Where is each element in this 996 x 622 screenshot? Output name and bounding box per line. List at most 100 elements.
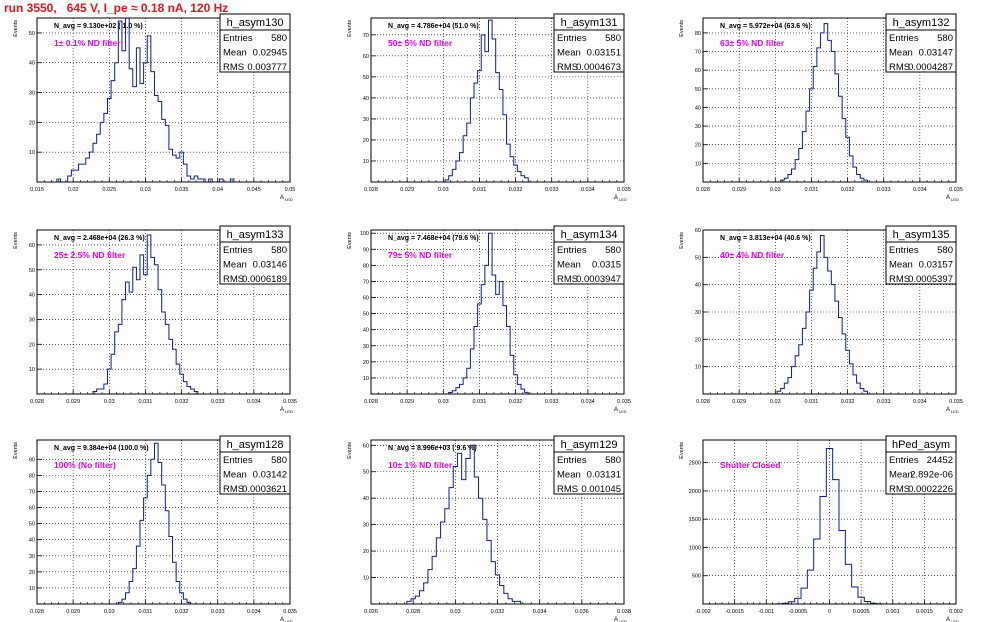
histogram-line — [56, 17, 235, 183]
plot-frame — [370, 229, 625, 395]
stats-value-rms: 0.0003947 — [576, 274, 621, 285]
stats-label-mean: Mean — [223, 48, 247, 59]
filter-annotation: 100% (No filter) — [54, 460, 116, 470]
histogram-name: h_asym133 — [227, 229, 284, 241]
plot-frame — [702, 17, 957, 183]
y-tick-label: 20 — [29, 570, 35, 576]
x-axis-title: A — [614, 617, 618, 622]
histogram-name: hPed_asym — [892, 439, 950, 451]
y-tick-label: 20 — [363, 138, 369, 144]
navg-label: N_avg = 8.996e+03 ( 9.6 %) — [388, 445, 477, 452]
stats-label-entries: Entries — [223, 455, 253, 466]
y-tick-label: 60 — [695, 68, 701, 74]
x-tick-label: 0.03 — [438, 187, 449, 193]
y-tick-label: 10 — [363, 576, 369, 582]
y-tick-label: 40 — [363, 496, 369, 502]
stats-box: h_asym135 Entries 580 Mean 0.03157 RMS0.00053… — [885, 225, 957, 285]
stats-box: h_asym129 Entries 580 Mean 0.03131 RMS 0.00104… — [553, 435, 625, 495]
y-tick-label: 20 — [363, 360, 369, 366]
stats-box-frame — [885, 225, 957, 285]
y-tick-label: 2000 — [689, 489, 701, 495]
plot-frame — [370, 17, 625, 183]
y-tick-label: 60 — [29, 243, 35, 249]
x-tick-label: 0.028 — [364, 187, 378, 193]
stats-value-rms: 0.001045 — [581, 484, 621, 495]
stats-value-rms: 0.0002226 — [908, 484, 953, 495]
x-axis-subscript: LED — [619, 619, 627, 622]
x-tick-label: 0.029 — [66, 609, 80, 615]
x-tick-label: 0.032 — [509, 187, 523, 193]
stats-label-mean: Mean — [889, 260, 913, 271]
stats-label-rms: RMS — [889, 62, 910, 73]
x-tick-label: 0.036 — [575, 609, 589, 615]
plot-frame — [36, 439, 291, 605]
stats-label-entries: Entries — [557, 245, 587, 256]
histogram-panel-h_asym132: 0.028 0.029 0.03 0.031 0.032 0.033 0.034 0.035 1… — [679, 13, 963, 202]
stats-box-frame — [553, 435, 625, 495]
x-tick-label: 0.034 — [581, 399, 595, 405]
filter-annotation: 50± 5% ND filter — [388, 38, 453, 48]
y-axis-title: Events — [347, 20, 353, 37]
stats-value-mean: 0.03151 — [587, 48, 621, 59]
y-tick-label: 2500 — [689, 461, 701, 467]
x-tick-label: 0.034 — [913, 399, 927, 405]
x-tick-label: -0.0015 — [725, 609, 744, 615]
histogram-line — [444, 19, 529, 182]
x-tick-label: 0.035 — [617, 187, 631, 193]
y-tick-label: 20 — [29, 342, 35, 348]
x-tick-label: 0.034 — [913, 187, 927, 193]
stats-value-mean: 0.03142 — [253, 470, 287, 481]
y-tick-label: 40 — [363, 328, 369, 334]
x-tick-label: 0.034 — [247, 399, 261, 405]
x-tick-label: 0.031 — [473, 399, 487, 405]
x-axis-subscript: LED — [285, 619, 293, 622]
x-tick-label: 0.033 — [211, 399, 225, 405]
y-tick-label: 90 — [363, 247, 369, 253]
x-tick-label: 0.032 — [841, 399, 855, 405]
histogram-panel-h_asym133: 0.028 0.029 0.03 0.031 0.032 0.033 0.034 0.035 1… — [13, 225, 297, 414]
y-tick-label: 100 — [360, 231, 369, 237]
x-tick-label: 0.015 — [30, 187, 44, 193]
stats-label-rms: RMS — [557, 484, 578, 495]
histogram-panel-hPed_asym: -0.002 -0.0015 -0.001 -0.0005 0 0.0005 0.001 0.… — [679, 435, 963, 622]
histogram-line — [448, 232, 529, 394]
x-tick-label: 0.032 — [509, 399, 523, 405]
x-axis-subscript: LED — [951, 197, 959, 202]
x-axis-subscript: LED — [619, 409, 627, 414]
x-tick-label: 0.0005 — [853, 609, 870, 615]
x-tick-label: 0.002 — [949, 609, 963, 615]
y-tick-label: 40 — [363, 96, 369, 102]
x-tick-label: 0.03 — [770, 399, 781, 405]
y-tick-label: 30 — [363, 117, 369, 123]
x-tick-label: 0.001 — [886, 609, 900, 615]
x-tick-label: 0.032 — [491, 609, 505, 615]
x-tick-label: 0.031 — [139, 399, 153, 405]
histogram-line — [406, 444, 522, 604]
y-tick-label: 10 — [695, 161, 701, 167]
x-tick-label: 0.028 — [30, 609, 44, 615]
stats-value-entries: 580 — [937, 33, 953, 44]
x-axis-title: A — [946, 195, 950, 201]
y-tick-label: 10 — [29, 367, 35, 373]
stats-box-frame — [219, 13, 291, 73]
filter-annotation: 1± 0.1% ND filter — [54, 38, 121, 48]
filter-annotation: 40± 4% ND filter — [720, 250, 785, 260]
stats-value-entries: 24452 — [927, 455, 953, 466]
stats-value-entries: 580 — [605, 33, 621, 44]
x-tick-label: 0.035 — [175, 187, 189, 193]
y-tick-label: 40 — [29, 538, 35, 544]
y-tick-label: 30 — [29, 91, 35, 97]
stats-box: h_asym128 Entries 580 Mean 0.03142 RMS0.00036… — [219, 435, 291, 495]
x-tick-label: 0.038 — [617, 609, 631, 615]
x-tick-label: 0.02 — [68, 187, 79, 193]
stats-value-entries: 580 — [605, 455, 621, 466]
x-tick-label: 0.033 — [877, 399, 891, 405]
navg-label: N_avg = 4.786e+04 (51.0 %) — [388, 23, 479, 30]
stats-value-rms: 0.0004673 — [576, 62, 621, 73]
x-tick-label: 0.029 — [732, 399, 746, 405]
histogram-line — [117, 442, 192, 604]
page-title: run 3550, 645 V, I_pe ≈ 0.18 nA, 120 Hz — [4, 1, 229, 15]
histogram-name: h_asym128 — [227, 439, 284, 451]
x-axis-subscript: LED — [285, 409, 293, 414]
